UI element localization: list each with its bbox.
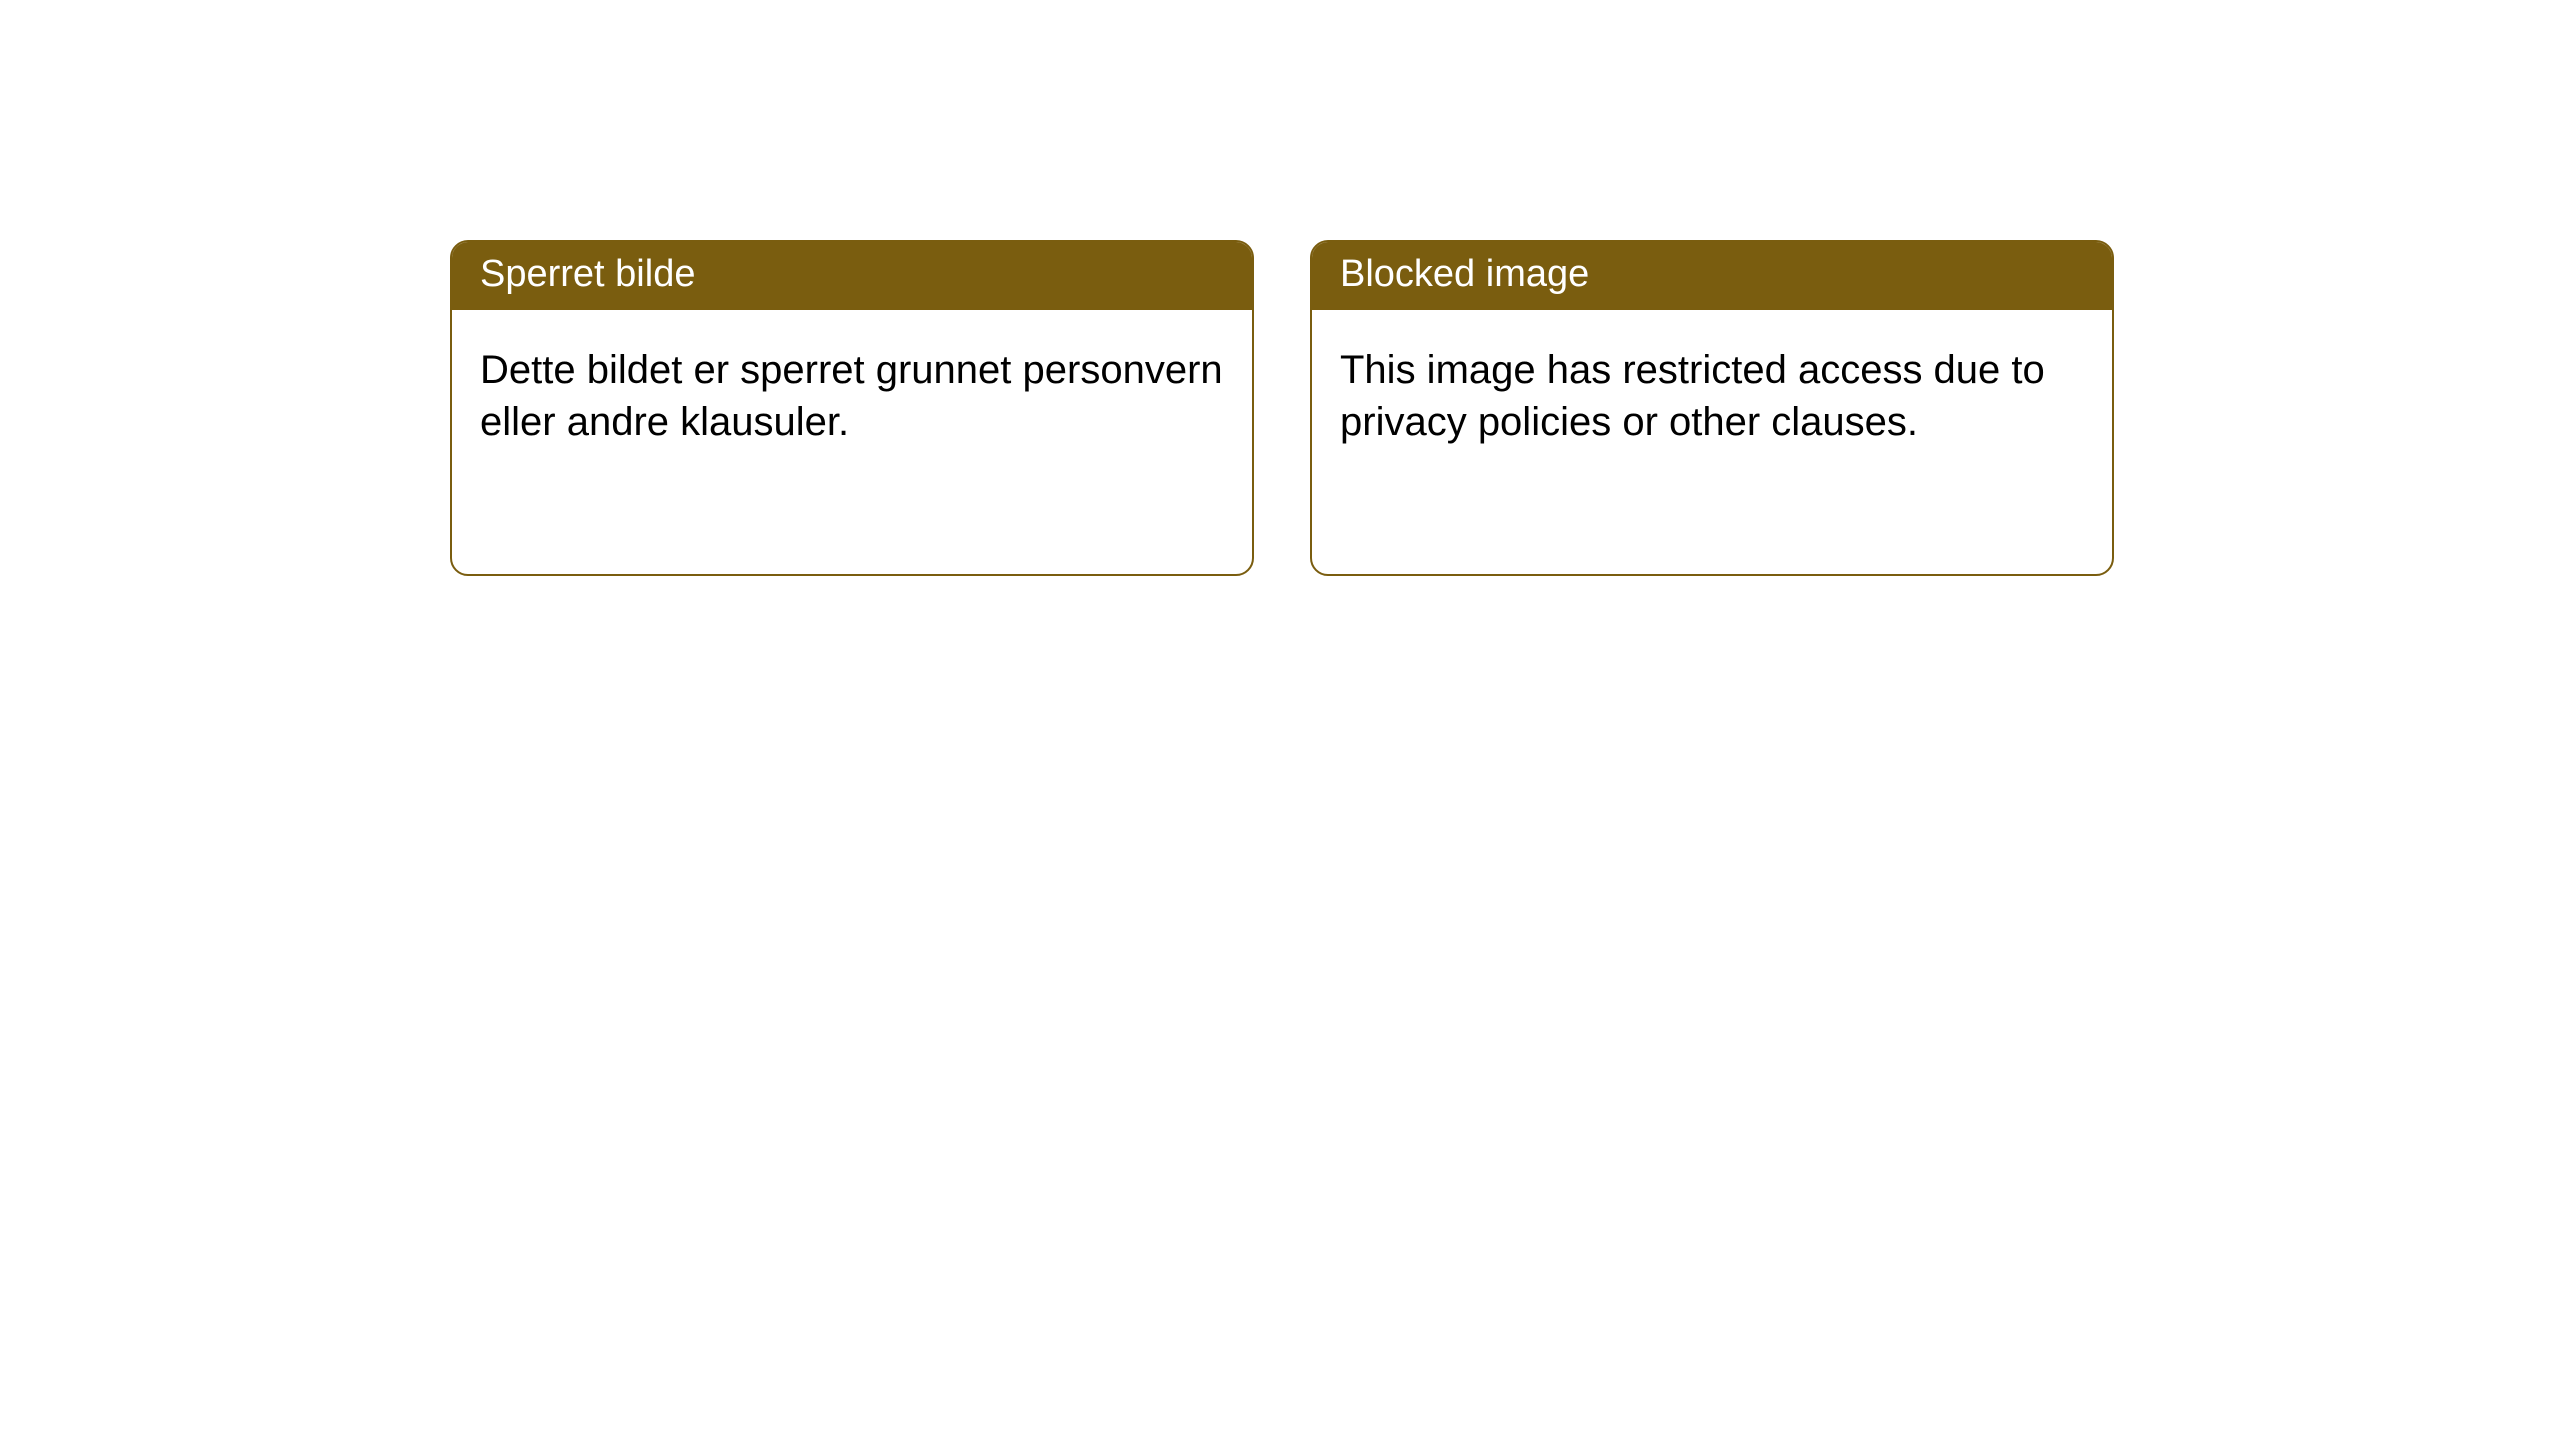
notice-box-norwegian: Sperret bilde Dette bildet er sperret gr… (450, 240, 1254, 576)
notice-header-norwegian: Sperret bilde (452, 242, 1252, 310)
notice-box-english: Blocked image This image has restricted … (1310, 240, 2114, 576)
notice-body-english: This image has restricted access due to … (1312, 310, 2112, 482)
notice-body-norwegian: Dette bildet er sperret grunnet personve… (452, 310, 1252, 482)
notice-container: Sperret bilde Dette bildet er sperret gr… (450, 240, 2114, 576)
notice-header-english: Blocked image (1312, 242, 2112, 310)
